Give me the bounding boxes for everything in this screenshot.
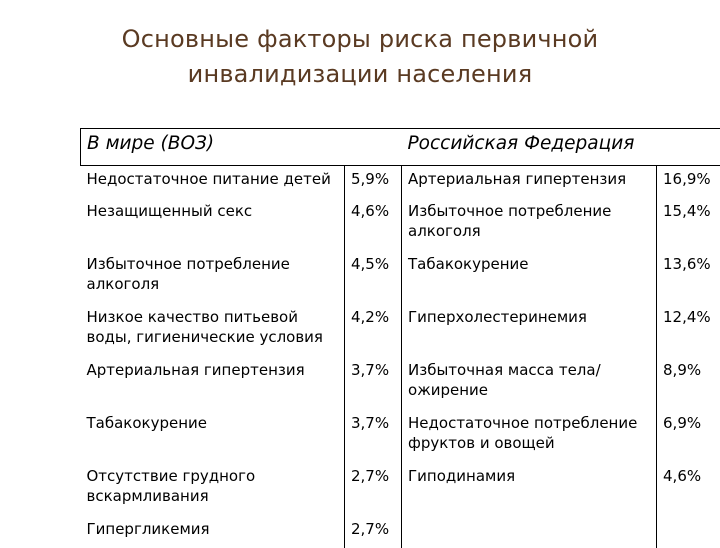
russia-value [657,516,720,548]
russia-factor [402,516,657,548]
russia-value: 15,4% [657,198,720,251]
world-value: 2,7% [345,463,402,516]
russia-value: 16,9% [657,166,720,199]
russia-value: 12,4% [657,304,720,357]
world-value: 4,5% [345,251,402,304]
world-value: 3,7% [345,357,402,410]
world-factor: Гипергликемия [81,516,345,548]
table-row: Незащищенный секс 4,6% Избыточное потреб… [81,198,720,251]
world-value: 4,2% [345,304,402,357]
table-row: Недостаточное питание детей 5,9% Артериа… [81,166,720,199]
title-line-2: инвалидизации населения [0,57,720,92]
russia-value: 8,9% [657,357,720,410]
russia-factor: Избыточная масса тела/ ожирение [402,357,657,410]
russia-value: 13,6% [657,251,720,304]
table-row: Артериальная гипертензия 3,7% Избыточная… [81,357,720,410]
title-line-1: Основные факторы риска первичной [0,22,720,57]
world-value: 5,9% [345,166,402,199]
russia-factor: Гиперхолестеринемия [402,304,657,357]
world-factor: Табакокурение [81,410,345,463]
world-factor: Артериальная гипертензия [81,357,345,410]
table-row: Гипергликемия 2,7% [81,516,720,548]
russia-value: 4,6% [657,463,720,516]
page-title: Основные факторы риска первичной инвалид… [0,22,720,92]
world-value: 3,7% [345,410,402,463]
world-factor: Избыточное потребление алкоголя [81,251,345,304]
russia-factor: Гиподинамия [402,463,657,516]
world-factor: Недостаточное питание детей [81,166,345,199]
table-row: Избыточное потребление алкоголя 4,5% Таб… [81,251,720,304]
russia-factor: Избыточное потребление алкоголя [402,198,657,251]
risk-factors-table: В мире (ВОЗ) Российская Федерация Недост… [80,128,720,548]
world-factor: Отсутствие грудного вскармливания [81,463,345,516]
table-row: Отсутствие грудного вскармливания 2,7% Г… [81,463,720,516]
world-factor: Низкое качество питьевой воды, гигиениче… [81,304,345,357]
header-world: В мире (ВОЗ) [81,129,402,166]
header-russia: Российская Федерация [402,129,720,166]
russia-factor: Недостаточное потребление фруктов и овощ… [402,410,657,463]
world-factor: Незащищенный секс [81,198,345,251]
table-row: Низкое качество питьевой воды, гигиениче… [81,304,720,357]
world-value: 2,7% [345,516,402,548]
russia-factor: Табакокурение [402,251,657,304]
table-header-row: В мире (ВОЗ) Российская Федерация [81,129,720,166]
russia-value: 6,9% [657,410,720,463]
world-value: 4,6% [345,198,402,251]
table-row: Табакокурение 3,7% Недостаточное потребл… [81,410,720,463]
russia-factor: Артериальная гипертензия [402,166,657,199]
